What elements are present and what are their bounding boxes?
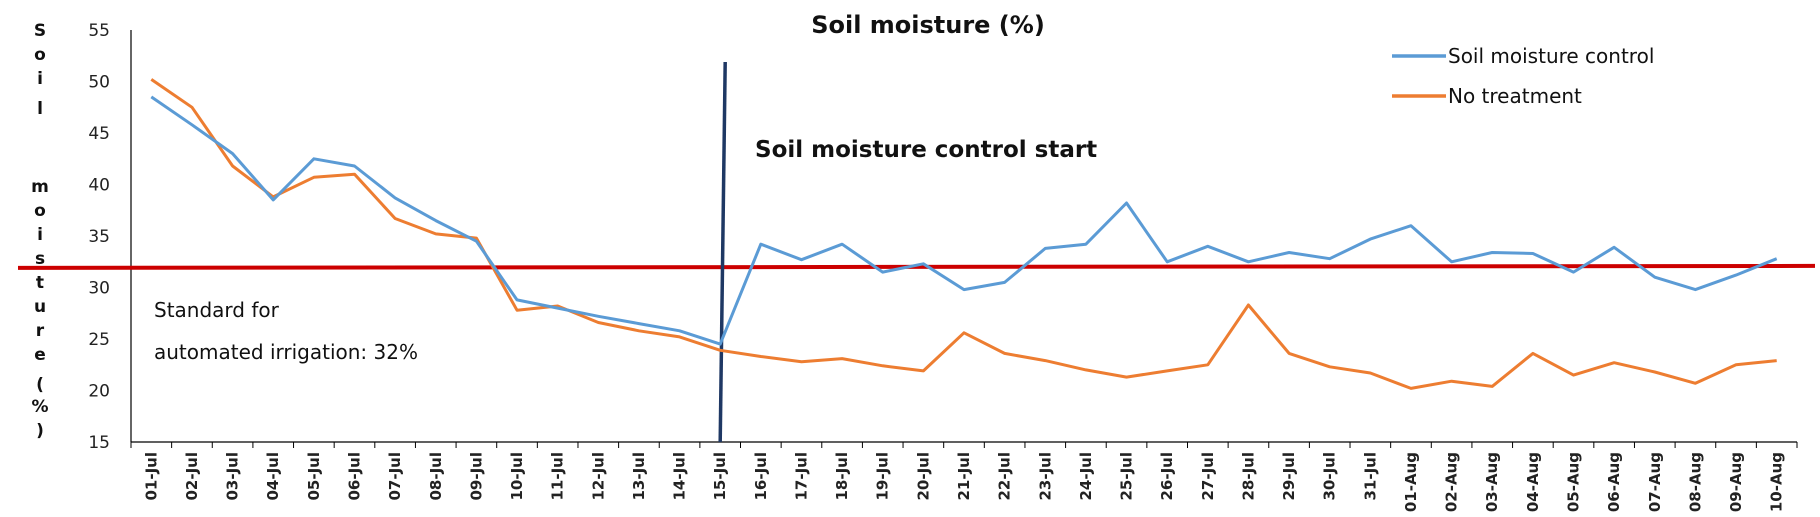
x-tick-label: 06-Jul xyxy=(345,452,363,501)
x-tick-label: 02-Jul xyxy=(183,452,201,501)
y-tick-label: 50 xyxy=(88,73,110,93)
y-tick-label: 15 xyxy=(88,433,110,453)
x-tick-label: 07-Aug xyxy=(1646,452,1664,512)
x-tick-label: 09-Jul xyxy=(467,452,485,501)
x-tick-label: 05-Aug xyxy=(1565,452,1583,512)
standard-annotation-line1: Standard for xyxy=(154,298,280,322)
control-start-line-path xyxy=(718,61,727,443)
legend-label: Soil moisture control xyxy=(1448,44,1654,68)
x-tick-label: 20-Jul xyxy=(914,452,932,501)
x-tick-label: 16-Jul xyxy=(752,452,770,501)
x-tick-label: 10-Aug xyxy=(1768,452,1786,512)
x-tick-label: 02-Aug xyxy=(1443,452,1461,512)
standard-annotation-line2: automated irrigation: 32% xyxy=(154,340,418,364)
y-tick-label: 25 xyxy=(88,330,110,350)
x-tick-label: 26-Jul xyxy=(1158,452,1176,501)
x-tick-label: 19-Jul xyxy=(874,452,892,501)
y-axis-ticks: 15 20 25 30 35 40 45 50 55 xyxy=(88,21,110,453)
y-axis-label-char: t xyxy=(36,273,44,293)
chart-title: Soil moisture (%) xyxy=(811,11,1045,39)
x-tick-label: 07-Jul xyxy=(386,452,404,501)
x-tick-label: 08-Jul xyxy=(427,452,445,501)
x-tick-label: 03-Jul xyxy=(224,452,242,501)
x-tick-label: 28-Jul xyxy=(1239,452,1257,501)
x-tick-label: 29-Jul xyxy=(1280,452,1298,501)
control-start-line xyxy=(718,61,727,443)
threshold-line xyxy=(17,263,1816,270)
legend-label: No treatment xyxy=(1448,84,1582,108)
x-tick-label: 06-Aug xyxy=(1605,452,1623,512)
x-tick-label: 31-Jul xyxy=(1361,452,1379,501)
x-tick-label: 27-Jul xyxy=(1199,452,1217,501)
x-tick-label: 17-Jul xyxy=(792,452,810,501)
series-lines xyxy=(150,78,1778,390)
x-tick-label: 05-Jul xyxy=(305,452,323,501)
x-tick-label: 09-Aug xyxy=(1727,452,1745,512)
x-tick-label: 11-Jul xyxy=(549,452,567,501)
y-axis-label-char: S xyxy=(34,21,46,41)
y-tick-label: 20 xyxy=(88,382,110,402)
y-tick-label: 40 xyxy=(88,176,110,196)
series-line-control xyxy=(150,95,1778,346)
y-axis-label-char: e xyxy=(34,345,46,365)
x-tick-label: 01-Jul xyxy=(142,452,160,501)
control-start-annotation: Soil moisture control start xyxy=(755,137,1097,163)
x-tick-label: 21-Jul xyxy=(955,452,973,501)
x-tick-label: 13-Jul xyxy=(630,452,648,501)
threshold-line-path xyxy=(17,263,1816,270)
series-line-no-treatment xyxy=(150,78,1777,390)
x-tick-label: 25-Jul xyxy=(1118,452,1136,501)
x-tick-label: 08-Aug xyxy=(1686,452,1704,512)
x-tick-label: 22-Jul xyxy=(996,452,1014,501)
y-axis-label-char: ) xyxy=(36,421,44,441)
y-axis-label-char: o xyxy=(34,45,46,65)
legend: Soil moisture control No treatment xyxy=(1392,44,1654,108)
x-tick-label: 15-Jul xyxy=(711,452,729,501)
x-tick-label: 24-Jul xyxy=(1077,452,1095,501)
y-axis-label-char: s xyxy=(35,249,45,269)
x-tick-label: 18-Jul xyxy=(833,452,851,501)
x-tick-label: 23-Jul xyxy=(1036,452,1054,501)
y-axis-label-char: ( xyxy=(36,375,44,395)
x-axis-ticks: 01-Jul 02-Jul 03-Jul 04-Jul 05-Jul 06-Jul 07-J… xyxy=(142,452,1785,512)
x-tick-label: 01-Aug xyxy=(1402,452,1420,512)
x-tick-label: 30-Jul xyxy=(1321,452,1339,501)
y-axis-label-char: l xyxy=(37,99,43,119)
x-tick-label: 12-Jul xyxy=(589,452,607,501)
y-axis-label-char: i xyxy=(37,69,43,89)
x-tick-label: 04-Jul xyxy=(264,452,282,501)
y-tick-label: 30 xyxy=(88,279,110,299)
x-tick-label: 03-Aug xyxy=(1483,452,1501,512)
y-tick-label: 45 xyxy=(88,124,110,144)
y-axis-label-char: m xyxy=(31,177,49,197)
axes xyxy=(130,30,1798,448)
x-tick-label: 10-Jul xyxy=(508,452,526,501)
y-axis-label-char: u xyxy=(34,297,46,317)
y-axis-label-char: r xyxy=(36,321,45,341)
y-tick-label: 35 xyxy=(88,227,110,247)
y-tick-label: 55 xyxy=(88,21,110,41)
x-tick-label: 04-Aug xyxy=(1524,452,1542,512)
y-axis-label-char: o xyxy=(34,201,46,221)
y-axis-label-char: i xyxy=(37,225,43,245)
x-tick-label: 14-Jul xyxy=(671,452,689,501)
y-axis-label-char: % xyxy=(31,397,48,417)
